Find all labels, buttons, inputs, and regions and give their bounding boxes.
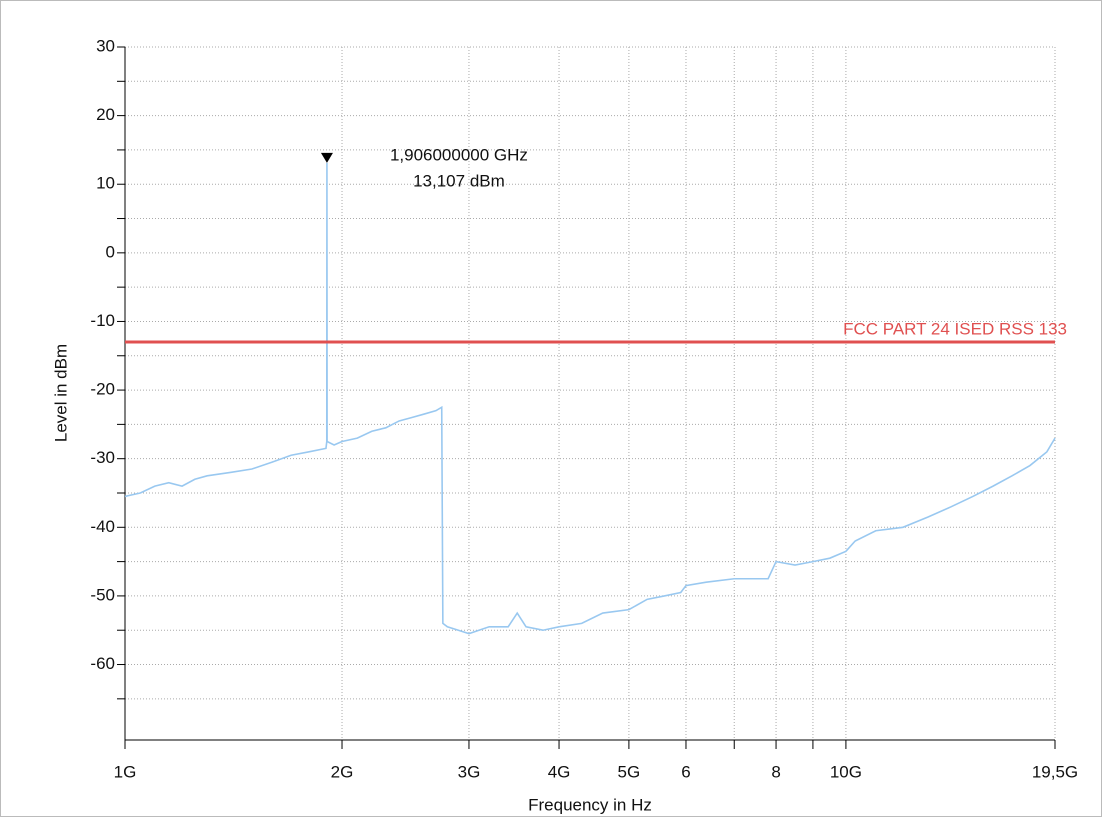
x-axis-label: Frequency in Hz: [528, 795, 652, 814]
x-tick-label: 19,5G: [1032, 762, 1078, 781]
y-tick-label: -50: [90, 585, 115, 604]
x-tick-label: 2G: [331, 762, 354, 781]
y-axis-label: Level in dBm: [51, 344, 70, 442]
x-tick-label: 1G: [114, 762, 137, 781]
x-tick-label: 10G: [830, 762, 862, 781]
y-tick-label: -10: [90, 311, 115, 330]
y-tick-label: -30: [90, 448, 115, 467]
x-tick-label: 6: [681, 762, 690, 781]
marker-frequency: 1,906000000 GHz: [390, 145, 528, 164]
marker-level: 13,107 dBm: [413, 171, 505, 190]
y-tick-label: -60: [90, 654, 115, 673]
y-tick-label: -40: [90, 517, 115, 536]
x-tick-label: 8: [771, 762, 780, 781]
y-tick-label: -20: [90, 380, 115, 399]
y-tick-label: 20: [96, 105, 115, 124]
y-tick-label: 30: [96, 36, 115, 55]
x-tick-label: 5G: [618, 762, 641, 781]
y-tick-label: 10: [96, 174, 115, 193]
x-tick-label: 3G: [458, 762, 481, 781]
trace-line: [124, 162, 1056, 635]
limit-line-label: FCC PART 24 ISED RSS 133: [843, 320, 1067, 339]
y-tick-label: 0: [106, 242, 115, 261]
marker: [320, 152, 333, 163]
x-tick-label: 4G: [548, 762, 571, 781]
